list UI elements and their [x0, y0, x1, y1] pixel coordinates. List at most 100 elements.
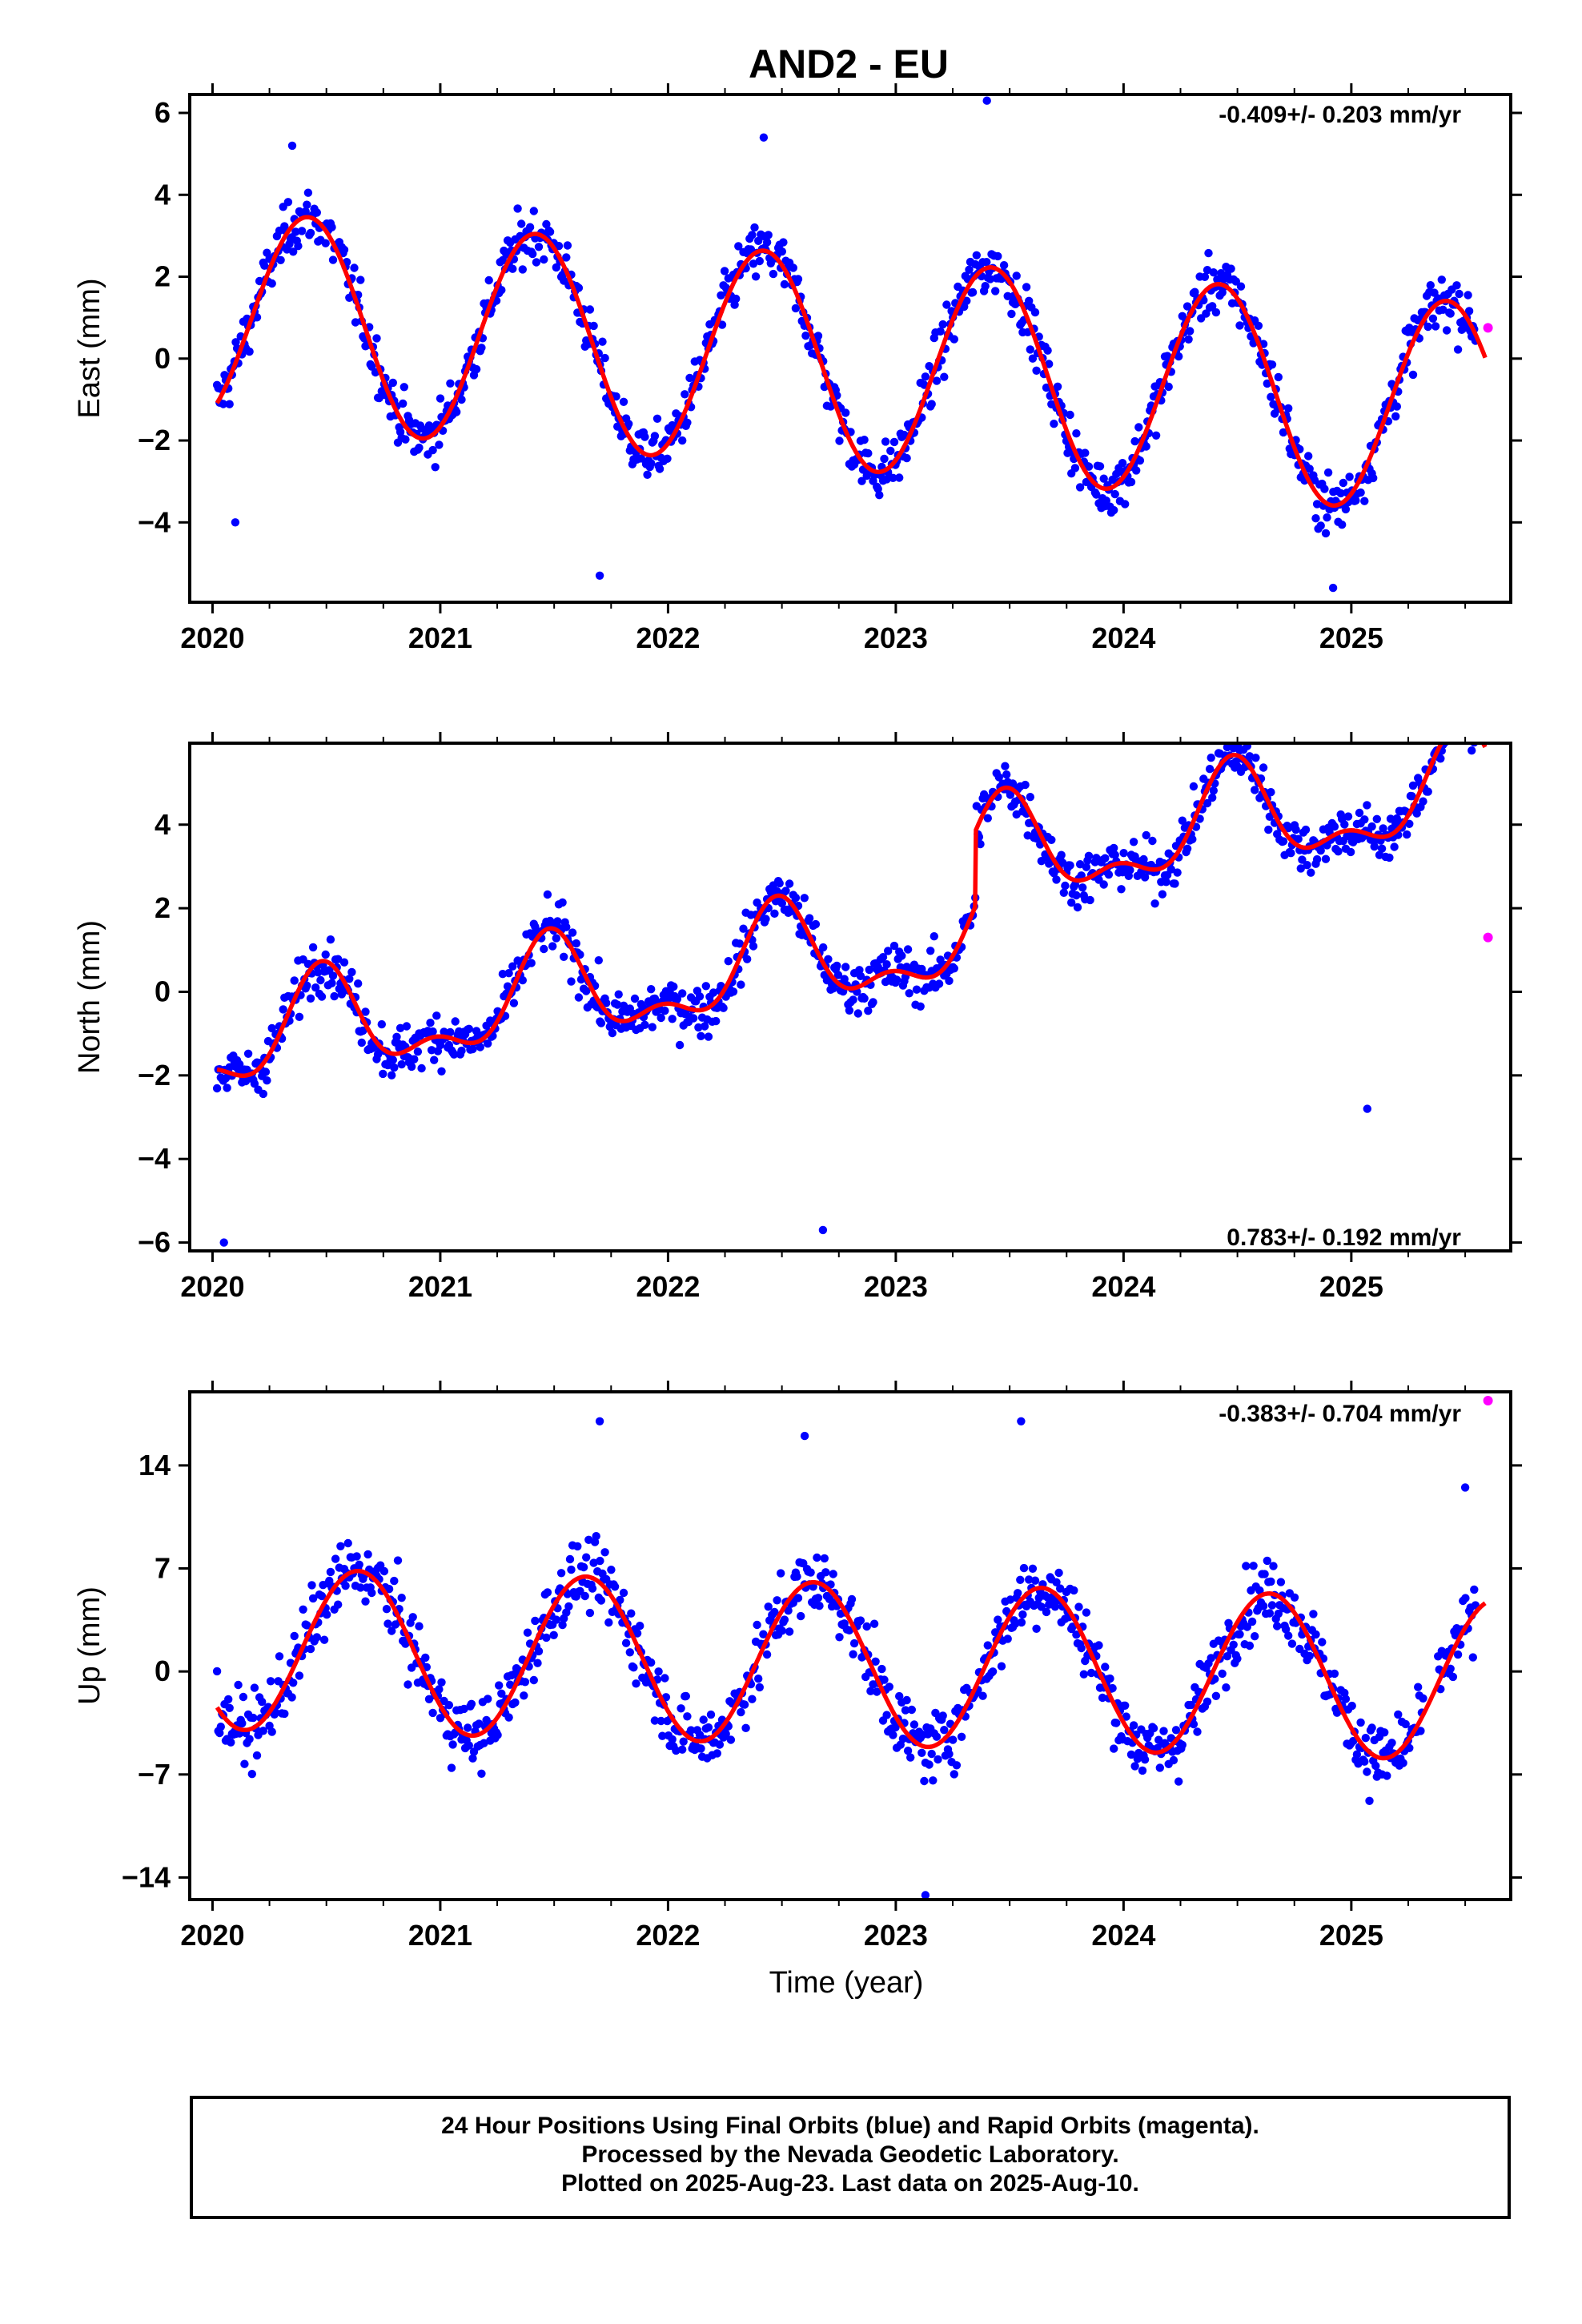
final-orbit-point [1159, 1727, 1168, 1735]
final-orbit-point [907, 1705, 917, 1715]
y-tick-label: 4 [155, 178, 171, 211]
final-orbit-point [379, 1069, 387, 1079]
final-orbit-point [1260, 1570, 1269, 1578]
final-orbit-point [1408, 370, 1418, 380]
final-orbit-point [1416, 1727, 1425, 1735]
final-orbit-point [616, 1595, 624, 1605]
final-orbit-point [1101, 1663, 1110, 1671]
final-orbit-point [245, 347, 254, 356]
final-orbit-point [1074, 1602, 1083, 1611]
final-orbit-point [1110, 850, 1119, 859]
final-orbit-point [709, 988, 718, 997]
final-orbit-point [1303, 861, 1311, 870]
final-orbit-point [326, 935, 335, 944]
final-orbit-point [1170, 879, 1179, 888]
final-orbit-point [523, 1628, 532, 1637]
final-orbit-point [860, 994, 869, 1003]
final-orbit-point [1003, 1634, 1012, 1643]
final-orbit-point [303, 959, 313, 969]
rapid-orbit-point [1483, 323, 1493, 333]
final-orbit-point [517, 219, 526, 228]
final-orbit-point [1129, 1721, 1138, 1730]
final-orbit-point [1265, 1609, 1275, 1618]
final-orbit-point [468, 1044, 477, 1054]
final-orbit-point [464, 1723, 472, 1732]
final-orbit-point [784, 1606, 793, 1615]
final-orbit-point [1077, 1643, 1086, 1653]
final-orbit-point [1086, 1668, 1096, 1678]
final-orbit-point [1178, 1740, 1187, 1750]
final-orbit-point [484, 275, 493, 285]
final-orbit-point [1150, 899, 1159, 908]
final-orbit-point [1235, 321, 1244, 330]
final-orbit-point [737, 1707, 745, 1717]
final-orbit-point [513, 204, 522, 213]
final-orbit-point [452, 408, 461, 416]
final-orbit-point [1007, 309, 1016, 319]
final-orbit-point [316, 975, 325, 985]
final-orbit-point [882, 960, 891, 969]
final-orbit-point [1235, 1630, 1244, 1639]
final-orbit-point [1030, 1576, 1040, 1585]
final-orbit-point [697, 1744, 705, 1753]
x-tick-label: 2021 [408, 621, 472, 654]
final-orbit-point [917, 1748, 926, 1757]
final-orbit-point [997, 1662, 1006, 1671]
final-orbit-point [250, 1683, 259, 1692]
final-orbit-point [921, 372, 930, 381]
final-orbit-point [518, 265, 527, 274]
final-orbit-point [1458, 718, 1466, 726]
final-orbit-point [721, 1729, 730, 1739]
final-orbit-point [215, 1728, 224, 1738]
final-orbit-point [1312, 500, 1322, 509]
final-orbit-point [1067, 898, 1076, 907]
final-orbit-point [219, 1238, 228, 1247]
final-orbit-point [1467, 727, 1475, 735]
final-orbit-point [820, 1554, 829, 1563]
final-orbit-point [994, 1615, 1002, 1624]
final-orbit-point [565, 1554, 575, 1564]
final-orbit-point [1301, 825, 1311, 834]
final-orbit-point [339, 245, 349, 255]
final-orbit-point [595, 1417, 604, 1426]
final-orbit-point [661, 1674, 669, 1683]
final-orbit-point [1203, 1697, 1212, 1706]
final-orbit-point [640, 1020, 649, 1030]
final-orbit-point [1155, 1763, 1165, 1772]
final-orbit-point [323, 1610, 331, 1619]
final-orbit-point [245, 1735, 254, 1743]
final-orbit-point [532, 258, 541, 267]
final-orbit-point [384, 1585, 394, 1594]
final-orbit-point [759, 133, 769, 142]
final-orbit-point [1209, 268, 1219, 277]
final-orbit-point [308, 1594, 318, 1603]
final-orbit-point [1017, 1417, 1026, 1426]
final-orbit-point [614, 990, 623, 999]
y-tick-label: −14 [122, 1860, 171, 1893]
final-orbit-point [1386, 814, 1395, 823]
final-orbit-point [1392, 402, 1402, 411]
final-orbit-point [484, 1695, 492, 1703]
final-orbit-point [860, 436, 869, 444]
final-orbit-point [697, 1031, 705, 1041]
final-orbit-point [938, 320, 947, 329]
final-orbit-point [533, 1659, 542, 1667]
final-orbit-point [906, 1753, 915, 1762]
final-orbit-point [543, 1588, 552, 1597]
final-orbit-point [712, 1016, 721, 1026]
plot-frame [188, 93, 1512, 604]
final-orbit-point [905, 989, 913, 998]
final-orbit-point [903, 945, 913, 954]
final-orbit-point [621, 1638, 631, 1647]
final-orbit-point [1243, 1622, 1252, 1631]
final-orbit-point [1169, 1755, 1178, 1765]
final-orbit-point [556, 1569, 566, 1578]
final-orbit-point [1117, 885, 1126, 894]
final-orbit-point [1058, 858, 1067, 867]
final-orbit-point [950, 335, 959, 344]
final-orbit-point [604, 1618, 613, 1627]
x-axis-label: Time (year) [769, 1966, 924, 2000]
final-orbit-point [793, 1572, 801, 1581]
final-orbit-point [574, 993, 584, 1002]
final-orbit-point [399, 399, 408, 408]
